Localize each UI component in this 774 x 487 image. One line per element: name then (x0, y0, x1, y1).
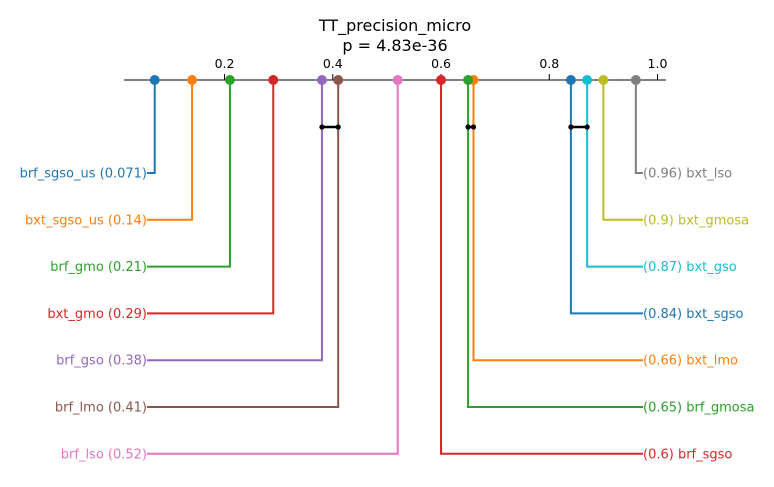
series-label: brf_gso (0.38) (56, 354, 147, 369)
axis-ticks: 0.2 0.4 0.6 0.8 1.0 (215, 56, 668, 80)
connector-line (147, 80, 156, 174)
series-label: (0.65) brf_gmosa (643, 401, 755, 416)
connector-line (147, 80, 194, 221)
connector-line (147, 80, 323, 362)
connector-line (467, 80, 643, 408)
rank-marker (392, 75, 403, 85)
tick-label: 0.4 (323, 56, 343, 71)
series-label: (0.96) bxt_lso (643, 167, 732, 182)
rank-marker (224, 75, 235, 85)
series-label: (0.66) bxt_lmo (643, 354, 738, 369)
connector-line (147, 80, 275, 315)
tick-label: 0.8 (539, 56, 559, 71)
tick-label: 1.0 (648, 56, 668, 71)
connector-line (147, 80, 231, 268)
rank-marker (582, 75, 593, 85)
chart-subtitle: p = 4.83e-36 (342, 36, 447, 55)
series-label: brf_lmo (0.41) (55, 401, 147, 416)
rank-marker (149, 75, 160, 85)
clique-endpoint (584, 124, 590, 130)
series-label: (0.87) bxt_gso (643, 260, 737, 275)
chart-title: TT_precision_micro (318, 16, 471, 36)
rank-marker (268, 75, 279, 85)
series-label: bxt_gmo (0.29) (47, 307, 147, 322)
connector-line (569, 80, 643, 315)
tick-label: 0.6 (431, 56, 451, 71)
tick-label: 0.2 (215, 56, 235, 71)
rank-marker (630, 75, 641, 85)
connector-line (586, 80, 643, 268)
rank-markers (149, 75, 641, 85)
rank-marker (333, 75, 344, 85)
connector-line (602, 80, 643, 221)
clique-endpoint (465, 124, 471, 130)
series-label: bxt_sgso_us (0.14) (25, 213, 147, 228)
series-label: (0.6) brf_sgso (643, 447, 732, 462)
rank-marker (598, 75, 609, 85)
rank-marker (436, 75, 447, 85)
rank-marker (316, 75, 327, 85)
series-label: (0.84) bxt_sgso (643, 307, 744, 322)
series-label: brf_gmo (0.21) (50, 260, 147, 275)
clique-endpoint (470, 124, 477, 130)
series-label: (0.9) bxt_gmosa (643, 213, 749, 228)
connector-line (440, 80, 643, 455)
clique-endpoint (335, 124, 341, 130)
rank-marker (463, 75, 474, 85)
rank-marker (187, 75, 198, 85)
clique-bars (319, 124, 590, 130)
connector-line (472, 80, 643, 362)
connector-line (147, 80, 399, 455)
connectors (147, 80, 643, 455)
rank-marker (565, 75, 576, 85)
connector-line (634, 80, 643, 174)
series-labels: brf_sgso_us (0.071) bxt_sgso_us (0.14) brf… (20, 167, 755, 463)
clique-endpoint (568, 124, 574, 130)
series-label: brf_sgso_us (0.071) (20, 167, 147, 182)
clique-endpoint (319, 124, 325, 130)
connector-line (147, 80, 340, 408)
series-label: brf_lso (0.52) (61, 447, 147, 462)
